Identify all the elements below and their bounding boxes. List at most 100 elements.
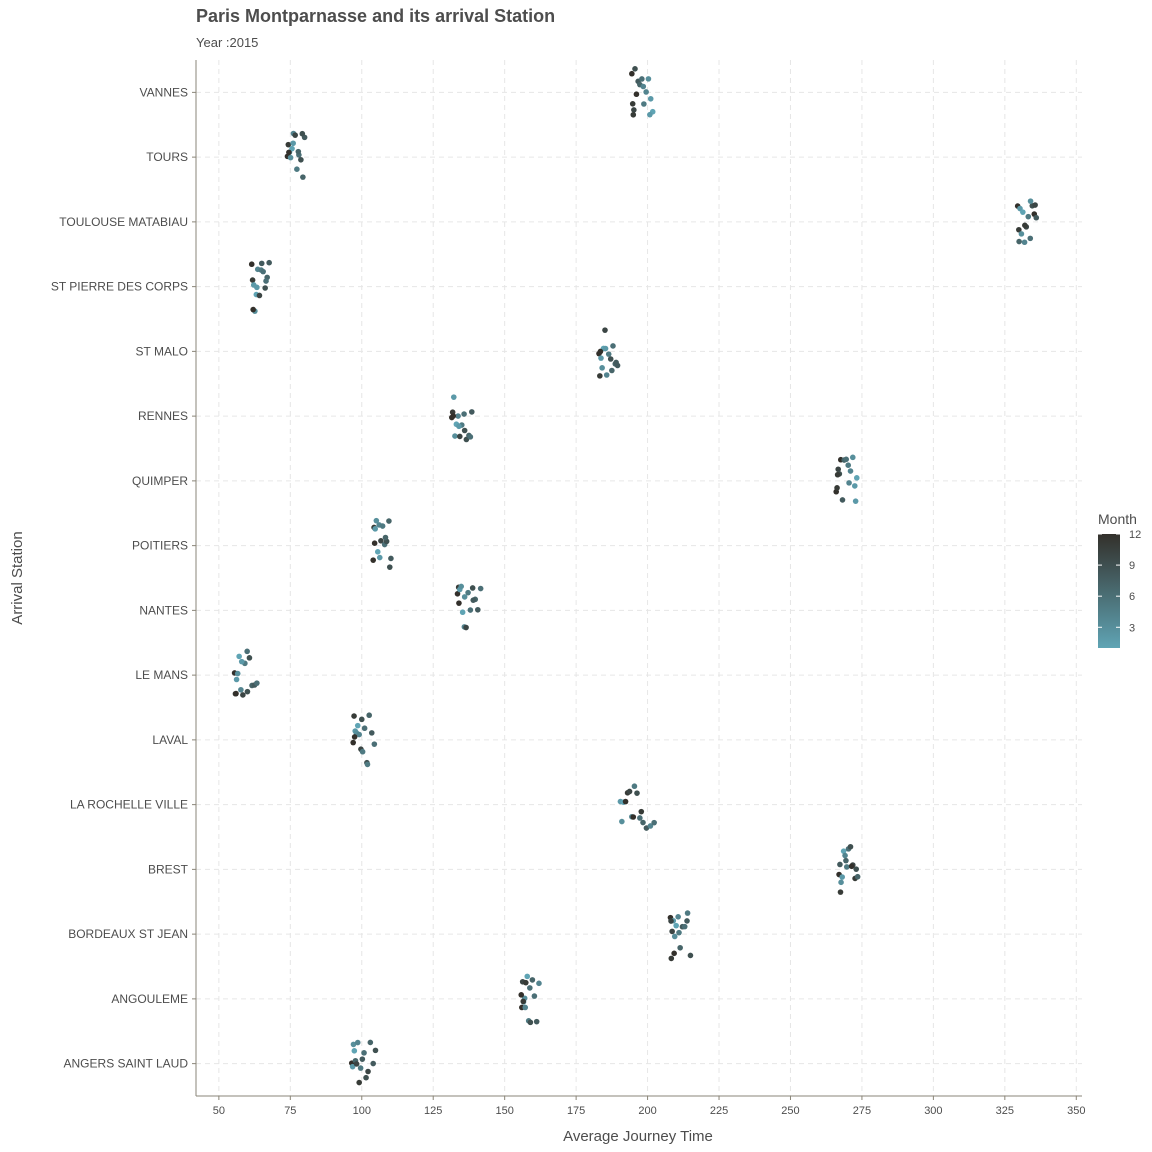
data-points: [231, 66, 1040, 1086]
data-point: [849, 454, 856, 461]
data-point: [368, 730, 375, 736]
data-point: [361, 725, 368, 732]
data-point: [529, 977, 536, 983]
data-point: [372, 1047, 379, 1054]
data-point: [358, 716, 365, 723]
data-point: [250, 306, 256, 313]
y-tick-label: TOULOUSE MATABIAU: [59, 215, 188, 229]
data-point: [295, 148, 302, 155]
data-point: [669, 928, 675, 935]
data-point: [287, 154, 294, 161]
data-point: [533, 1018, 540, 1025]
data-point: [602, 345, 609, 352]
x-tick-label: 50: [213, 1105, 225, 1117]
data-point: [469, 409, 475, 415]
data-point: [356, 731, 362, 738]
x-tick-label: 125: [424, 1105, 442, 1117]
data-point: [845, 462, 852, 468]
data-point: [351, 734, 358, 740]
x-tick-label: 325: [996, 1105, 1014, 1117]
chart-subtitle: Year :2015: [196, 35, 259, 50]
data-point: [367, 1039, 374, 1046]
data-point: [246, 655, 253, 661]
data-point: [673, 922, 679, 929]
data-point: [379, 523, 386, 529]
data-point: [244, 688, 251, 695]
data-point: [647, 111, 653, 118]
grid-lines: [196, 60, 1082, 1096]
data-point: [630, 111, 637, 118]
data-point: [839, 497, 846, 503]
data-point: [640, 819, 646, 826]
data-point: [536, 980, 542, 987]
data-point: [638, 808, 645, 815]
data-point: [846, 480, 852, 486]
data-point: [843, 456, 850, 463]
x-tick-label: 175: [567, 1105, 585, 1117]
data-point: [371, 741, 378, 747]
data-point: [837, 889, 844, 895]
x-axis-label: Average Journey Time: [563, 1128, 713, 1145]
legend-break-label: 12: [1129, 529, 1141, 541]
data-point: [675, 914, 681, 920]
data-point: [266, 259, 272, 266]
y-tick-label: LA ROCHELLE VILLE: [70, 798, 188, 812]
data-point: [356, 1079, 362, 1086]
data-point: [349, 1063, 356, 1070]
data-point: [684, 910, 691, 916]
data-point: [450, 413, 457, 419]
data-point: [632, 66, 638, 72]
data-point: [458, 583, 465, 590]
data-point: [668, 955, 675, 962]
data-point: [622, 798, 629, 805]
x-tick-label: 100: [353, 1105, 371, 1117]
data-point: [354, 722, 361, 729]
data-point: [372, 526, 379, 532]
data-point: [843, 864, 850, 870]
data-point: [450, 394, 457, 400]
data-point: [681, 923, 688, 930]
data-point: [463, 624, 469, 631]
data-point: [454, 591, 461, 597]
data-point: [370, 1060, 377, 1067]
data-point: [522, 1004, 529, 1011]
data-point: [629, 70, 635, 77]
data-point: [386, 518, 392, 524]
data-point: [354, 1039, 361, 1046]
y-tick-label: TOURS: [146, 150, 188, 164]
data-point: [1027, 198, 1034, 204]
x-tick-label: 75: [284, 1105, 296, 1117]
data-point: [351, 713, 357, 719]
data-point: [597, 348, 604, 355]
data-point: [370, 557, 377, 563]
data-point: [641, 101, 647, 107]
data-point: [299, 130, 306, 137]
data-point: [388, 555, 394, 562]
data-point: [647, 95, 654, 102]
data-point: [359, 748, 366, 755]
data-point: [238, 686, 244, 693]
data-point: [603, 372, 610, 378]
data-point: [527, 985, 533, 991]
data-point: [233, 676, 240, 683]
data-point: [645, 76, 652, 82]
data-point: [361, 1050, 367, 1056]
y-tick-label: BORDEAUX ST JEAN: [68, 927, 188, 941]
data-point: [639, 76, 645, 82]
data-point: [382, 534, 389, 541]
data-point: [256, 292, 263, 299]
data-point: [456, 600, 462, 606]
data-point: [524, 973, 531, 980]
data-point: [461, 594, 468, 600]
data-point: [465, 589, 471, 596]
data-point: [285, 141, 292, 148]
data-point: [633, 91, 640, 98]
y-tick-label: VANNES: [140, 85, 188, 99]
y-tick-label: POITIERS: [132, 539, 188, 553]
data-point: [240, 692, 246, 698]
data-point: [374, 549, 381, 555]
y-tick-label: ST MALO: [136, 344, 188, 358]
data-point: [461, 427, 468, 434]
data-point: [840, 848, 847, 854]
